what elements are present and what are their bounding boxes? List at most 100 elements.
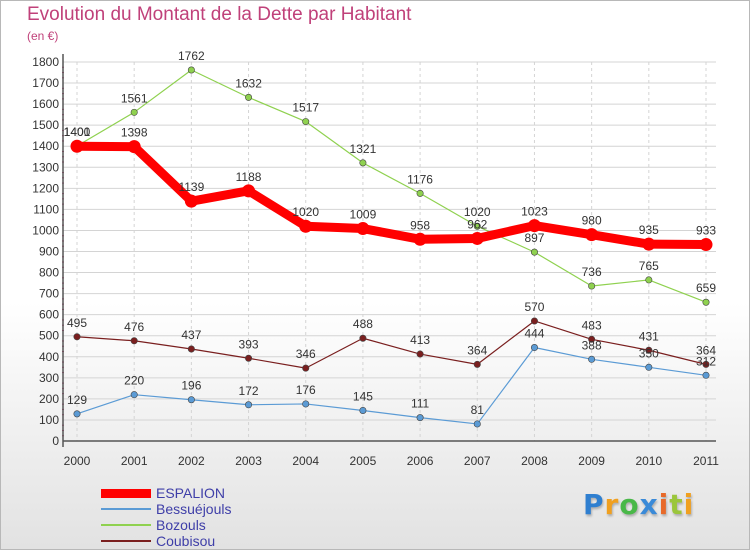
legend-label: ESPALION <box>156 485 225 501</box>
x-tick-label: 2002 <box>178 454 205 468</box>
x-tick-label: 2007 <box>464 454 491 468</box>
data-point <box>702 298 710 306</box>
data-label: 897 <box>524 231 544 245</box>
data-point <box>242 184 256 198</box>
data-label: 935 <box>639 223 659 237</box>
data-point <box>470 231 484 245</box>
data-point <box>130 108 138 116</box>
data-label: 659 <box>696 281 716 295</box>
data-point <box>359 334 367 342</box>
x-tick-label: 2011 <box>693 454 719 468</box>
y-tick-label: 400 <box>39 350 59 364</box>
data-point <box>416 350 424 358</box>
series-bessuéjouls <box>73 344 710 428</box>
data-label: 431 <box>639 329 659 343</box>
data-labels: 1400 1398 1139 1188 1020 1009 958 962 1023 980 935… <box>64 49 717 417</box>
data-label: 1762 <box>178 49 205 63</box>
series-line <box>72 141 711 250</box>
data-label: 172 <box>239 384 259 398</box>
chart-unit-label: (en €) <box>27 29 59 43</box>
data-point <box>302 400 310 408</box>
data-point <box>645 363 653 371</box>
series-line <box>76 69 707 303</box>
y-tick-label: 100 <box>39 413 59 427</box>
x-tick-label: 2003 <box>235 454 262 468</box>
data-label: 1561 <box>121 91 148 105</box>
y-tick-label: 1600 <box>32 97 59 111</box>
data-label: 980 <box>582 214 602 228</box>
data-point <box>302 118 310 126</box>
data-label: 765 <box>639 259 659 273</box>
logo-letter: r <box>604 488 620 521</box>
data-label: 111 <box>411 397 430 411</box>
y-tick-label: 1200 <box>32 181 59 195</box>
proxiti-logo: Proxiti <box>583 488 694 521</box>
data-point <box>302 364 310 372</box>
data-label: 444 <box>524 327 544 341</box>
data-point <box>585 228 599 242</box>
y-tick-label: 0 <box>52 434 59 448</box>
y-tick-label: 1700 <box>32 76 59 90</box>
data-label: 388 <box>582 338 602 352</box>
data-point <box>127 140 141 154</box>
data-label: 736 <box>582 265 602 279</box>
data-point <box>187 396 195 404</box>
x-tick-label: 2004 <box>292 454 319 468</box>
data-point <box>642 237 656 251</box>
legend-label: Bozouls <box>156 517 206 533</box>
data-point <box>245 401 253 409</box>
data-point <box>588 282 596 290</box>
data-label: 1020 <box>464 205 491 219</box>
data-point <box>645 346 653 354</box>
logo-letter: t <box>669 488 684 521</box>
data-point <box>245 354 253 362</box>
data-point <box>645 276 653 284</box>
y-tick-label: 1500 <box>32 118 59 132</box>
data-point <box>245 93 253 101</box>
data-point <box>130 337 138 345</box>
y-tick-label: 200 <box>39 392 59 406</box>
x-tick-label: 2005 <box>350 454 377 468</box>
data-point <box>530 344 538 352</box>
data-label: 81 <box>471 403 485 417</box>
data-label: 437 <box>181 328 201 342</box>
x-tick-label: 2000 <box>64 454 91 468</box>
chart-title: Evolution du Montant de la Dette par Hab… <box>27 4 412 25</box>
data-label: 176 <box>296 383 316 397</box>
y-tick-label: 600 <box>39 308 59 322</box>
y-tick-label: 300 <box>39 371 59 385</box>
data-label: 962 <box>467 217 487 231</box>
y-tick-label: 700 <box>39 287 59 301</box>
legend-swatch <box>101 508 151 510</box>
data-label: 1009 <box>350 208 377 222</box>
legend-swatch <box>101 488 151 498</box>
data-label: 483 <box>582 318 602 332</box>
data-label: 1139 <box>178 180 204 194</box>
data-label: 129 <box>67 393 87 407</box>
data-label: 1321 <box>350 142 377 156</box>
data-label: 312 <box>696 354 716 368</box>
data-label: 220 <box>124 374 144 388</box>
data-label: 350 <box>639 346 659 360</box>
grid <box>63 61 716 441</box>
data-point <box>702 360 710 368</box>
data-label: 570 <box>524 300 544 314</box>
data-point <box>588 335 596 343</box>
data-point <box>530 317 538 325</box>
data-label: 1023 <box>521 205 548 219</box>
series-bozouls <box>73 66 710 306</box>
data-point <box>130 391 138 399</box>
data-label: 495 <box>67 316 87 330</box>
data-point <box>416 414 424 422</box>
data-label: 364 <box>696 343 716 357</box>
data-label: 1517 <box>292 101 319 115</box>
data-point <box>299 219 313 233</box>
data-label: 1398 <box>121 126 148 140</box>
legend-label: Bessuéjouls <box>156 501 232 517</box>
logo-letter: P <box>583 488 605 521</box>
data-point <box>588 355 596 363</box>
x-tick-label: 2009 <box>578 454 605 468</box>
data-label: 1176 <box>407 172 433 186</box>
series-lines <box>70 66 713 428</box>
